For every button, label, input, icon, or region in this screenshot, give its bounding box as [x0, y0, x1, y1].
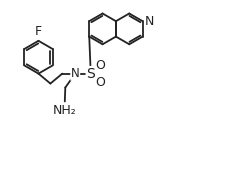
- Text: F: F: [35, 25, 42, 38]
- Text: NH₂: NH₂: [53, 104, 76, 117]
- Text: S: S: [86, 67, 95, 81]
- Text: O: O: [95, 76, 105, 89]
- Text: N: N: [71, 67, 79, 80]
- Text: O: O: [95, 59, 105, 72]
- Text: N: N: [144, 15, 153, 28]
